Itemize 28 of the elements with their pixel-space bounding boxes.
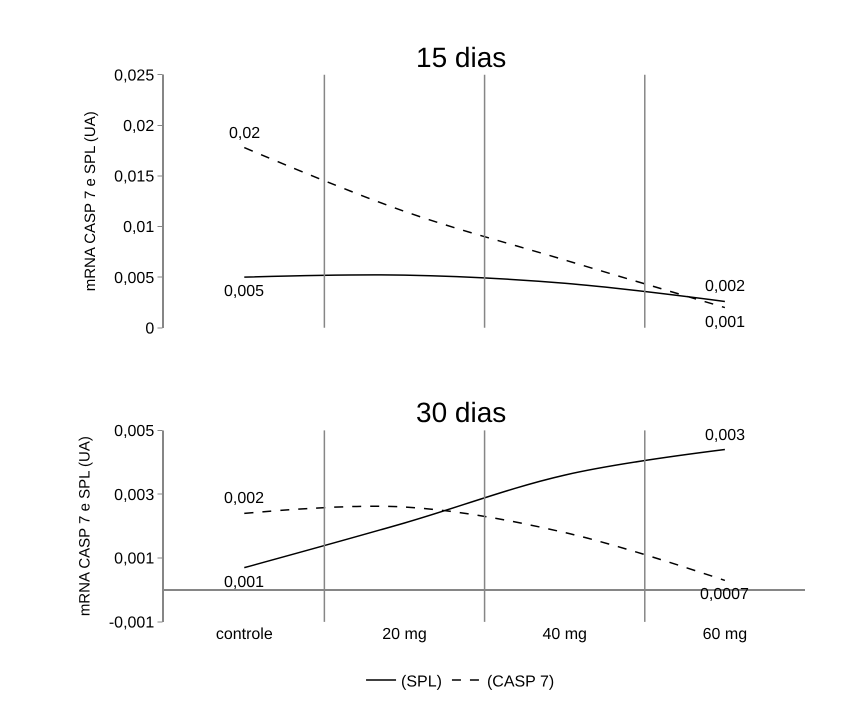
annotation: 0,002 [705, 278, 746, 295]
y-tick-label: 0 [145, 320, 154, 338]
y-tick-label: 0,005 [114, 423, 154, 440]
legend-label: (CASP 7) [486, 673, 554, 690]
annotation: 0,001 [224, 574, 264, 591]
y-tick-label: 0,01 [123, 219, 154, 236]
y-axis-title: mRNA CASP 7 e SPL (UA) [76, 436, 94, 616]
y-axis-title: mRNA CASP 7 e SPL (UA) [82, 111, 99, 292]
y-tick-label: 0,005 [114, 270, 154, 287]
chart-title: 30 dias [416, 397, 506, 428]
y-tick-label: 0,02 [123, 118, 154, 135]
y-tick-label: 0,015 [114, 168, 154, 186]
y-tick-label: -0,001 [108, 614, 154, 632]
y-tick-label: 0,003 [114, 486, 154, 504]
chart-title: 15 dias [416, 42, 506, 73]
legend-label: (SPL) [401, 673, 442, 690]
annotation: 0,002 [224, 490, 264, 507]
y-tick-label: 0,025 [114, 67, 154, 84]
x-tick-label: 60 mg [702, 626, 748, 643]
y-tick-label: 0,001 [114, 550, 154, 568]
annotation: 0,003 [705, 427, 746, 444]
x-tick-label: 40 mg [542, 626, 587, 643]
annotation: 0,001 [705, 314, 746, 331]
x-tick-label: controle [216, 626, 273, 643]
annotation: 0,005 [224, 283, 264, 300]
x-tick-label: 20 mg [382, 626, 427, 643]
annotation: 0,02 [229, 125, 260, 142]
annotation: 0,0007 [700, 586, 750, 603]
